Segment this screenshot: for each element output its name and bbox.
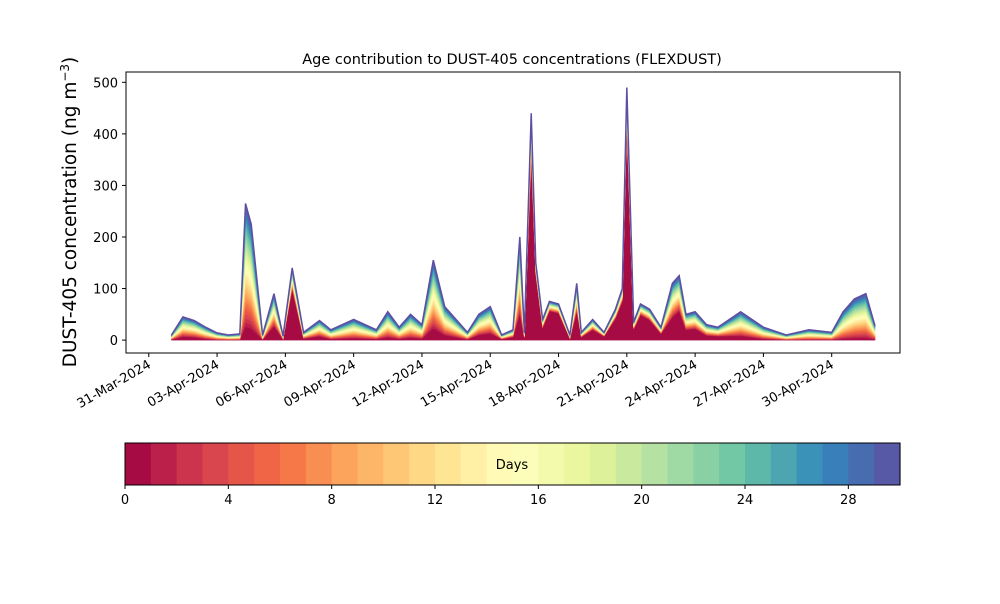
x-tick-label: 24-Apr-2024 [623,357,700,410]
chart-title: Age contribution to DUST-405 concentrati… [302,52,722,68]
colorbar-segment [641,443,669,485]
y-tick-label: 500 [93,76,118,91]
colorbar-segment [770,443,798,485]
y-axis-label-close: ) [60,57,81,64]
stacked-area-plot [170,87,876,341]
x-axis: 31-Mar-202403-Apr-202406-Apr-202409-Apr-… [75,353,837,412]
y-tick-label: 200 [93,231,118,246]
colorbar-segment [280,443,307,485]
colorbar-segment [615,443,643,485]
colorbar-segment [822,443,849,485]
x-tick-label: 27-Apr-2024 [691,357,768,410]
y-tick-label: 100 [93,283,118,298]
x-tick-label: 30-Apr-2024 [760,357,837,410]
y-axis-label-main: DUST-405 concentration (ng m [60,82,81,368]
colorbar [125,443,901,485]
colorbar-segment [435,443,462,485]
colorbar-segment [486,443,514,485]
colorbar-segment [538,443,565,485]
colorbar-segment [409,443,436,485]
y-axis-label-superscript: −3 [58,64,72,82]
colorbar-segment [745,443,772,485]
x-tick-label: 18-Apr-2024 [486,357,563,410]
colorbar-segment [590,443,617,485]
colorbar-frame [124,442,901,486]
colorbar-segment [512,443,539,485]
colorbar-segment [719,443,746,485]
y-tick-label: 400 [93,128,118,143]
x-tick-label: 06-Apr-2024 [213,357,290,410]
colorbar-segment [176,443,204,485]
y-tick-label: 300 [93,179,118,194]
total-concentration-line [170,87,876,337]
colorbar-tick-label: 24 [737,493,754,508]
colorbar-segment [667,443,694,485]
x-tick-label: 09-Apr-2024 [282,357,359,410]
colorbar-segment [564,443,591,485]
colorbar-tick-label: 28 [840,493,857,508]
colorbar-tick-label: 12 [427,493,444,508]
colorbar-segment [254,443,281,485]
y-tick-label: 0 [110,334,118,349]
x-tick-label: 31-Mar-2024 [75,357,154,411]
colorbar-segment [305,443,333,485]
colorbar-segment [125,443,152,485]
colorbar-segment [796,443,824,485]
colorbar-tick-label: 8 [328,493,336,508]
y-axis: 0 100 200 300 400 500 [93,76,126,349]
colorbar-segment [331,443,359,485]
colorbar-tick-label: 0 [121,493,129,508]
colorbar-tick-label: 4 [224,493,232,508]
colorbar-segment [460,443,488,485]
colorbar-segment [693,443,720,485]
colorbar-segment [357,443,384,485]
colorbar-segment [848,443,875,485]
colorbar-segment [228,443,255,485]
colorbar-label: Days [496,458,529,473]
colorbar-segment [202,443,229,485]
colorbar-segment [383,443,410,485]
colorbar-axis: 0 4 8 12 16 20 24 28 [121,485,857,508]
y-axis-label: DUST-405 concentration (ng m−3) [58,57,81,368]
plot-frame [125,71,901,354]
colorbar-segment [150,443,178,485]
colorbar-tick-label: 16 [530,493,547,508]
colorbar-tick-label: 20 [633,493,650,508]
x-tick-label: 12-Apr-2024 [350,357,427,410]
x-tick-label: 21-Apr-2024 [555,357,632,410]
x-tick-label: 15-Apr-2024 [418,357,495,410]
x-tick-label: 03-Apr-2024 [145,357,222,410]
colorbar-segment [874,443,901,485]
